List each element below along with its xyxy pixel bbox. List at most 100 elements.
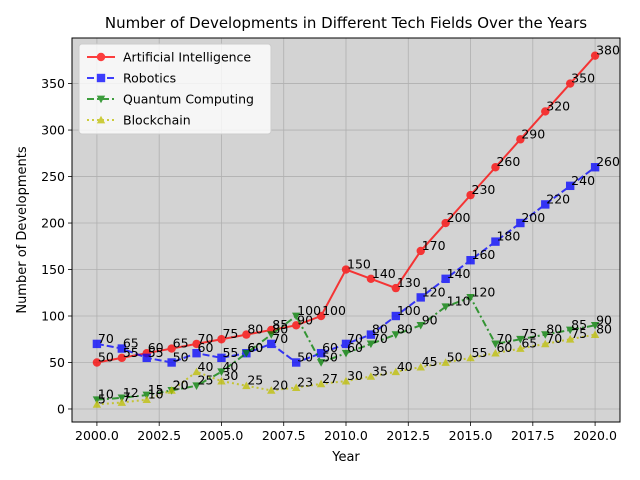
legend: Artificial Intelligence Robotics Quantum C… — [78, 43, 272, 135]
data-point — [117, 394, 127, 403]
data-label: 10 — [98, 387, 114, 402]
data-point — [466, 294, 475, 302]
data-label: 120 — [422, 284, 446, 299]
data-point — [117, 398, 127, 406]
data-point — [217, 376, 226, 385]
data-label: 100 — [397, 303, 421, 318]
data-point — [316, 379, 326, 388]
data-point — [192, 367, 201, 376]
data-point — [416, 362, 425, 371]
data-label: 50 — [173, 349, 189, 364]
data-point — [242, 330, 251, 339]
legend-item — [87, 95, 115, 104]
x-tick-label: 2015.0 — [449, 428, 493, 443]
x-axis-title: Year — [331, 450, 360, 465]
data-label: 40 — [222, 359, 238, 374]
y-tick-label: 300 — [41, 123, 65, 138]
data-point — [217, 335, 226, 344]
data-point — [192, 339, 201, 349]
legend-label: Robotics — [123, 71, 176, 86]
data-label: 70 — [198, 331, 214, 346]
data-label: 80 — [397, 322, 413, 337]
x-tick-label: 2010.0 — [324, 428, 368, 443]
data-point — [441, 358, 450, 366]
data-point — [590, 321, 600, 330]
y-tick-label: 50 — [49, 355, 65, 370]
data-point — [366, 340, 376, 349]
data-point — [366, 330, 376, 339]
data-point — [92, 396, 102, 404]
data-label: 80 — [596, 322, 612, 337]
data-point — [491, 237, 500, 246]
data-point — [217, 353, 226, 363]
data-label: 25 — [198, 373, 214, 388]
data-point — [466, 256, 475, 265]
series-robotics — [92, 163, 600, 367]
x-tick-label: 2007.5 — [262, 428, 306, 443]
data-label: 70 — [496, 331, 512, 346]
data-label: 55 — [222, 345, 238, 360]
legend-label: Artificial Intelligence — [123, 50, 251, 65]
data-label: 85 — [571, 317, 587, 332]
data-point — [441, 303, 450, 311]
data-point — [291, 321, 301, 330]
data-label: 90 — [297, 312, 313, 327]
data-point — [242, 381, 251, 390]
data-point — [366, 372, 376, 380]
data-point — [565, 79, 575, 88]
data-label: 130 — [397, 275, 421, 290]
data-label: 100 — [297, 303, 321, 318]
data-labels: 50 55 60 65 70 75 80 85 901001501401301702002302… — [98, 43, 620, 407]
data-label: 200 — [447, 210, 471, 225]
series-layer — [92, 51, 600, 408]
data-label: 23 — [297, 375, 313, 390]
data-point — [142, 353, 151, 363]
legend-label: Quantum Computing — [123, 92, 254, 107]
data-label: 60 — [247, 340, 263, 355]
data-label: 60 — [148, 340, 164, 355]
data-point — [167, 358, 176, 367]
data-label: 10 — [148, 387, 164, 402]
data-label: 20 — [173, 377, 189, 392]
data-point — [92, 358, 102, 367]
data-label: 55 — [148, 345, 164, 360]
data-point — [590, 163, 600, 172]
data-label: 20 — [173, 377, 189, 392]
data-label: 50 — [98, 349, 114, 364]
data-label: 60 — [322, 340, 338, 355]
y-tick-label: 250 — [41, 169, 65, 184]
data-label: 80 — [372, 322, 388, 337]
data-point — [541, 200, 550, 209]
data-point — [391, 283, 401, 293]
data-point — [590, 330, 600, 338]
data-label: 25 — [247, 373, 263, 388]
data-point — [491, 163, 500, 172]
data-label: 20 — [272, 377, 288, 392]
y-tick-label: 200 — [41, 216, 65, 231]
data-point — [92, 400, 102, 408]
series-artificial-intelligence — [92, 51, 600, 367]
data-label: 30 — [222, 368, 238, 383]
x-tick-label: 2012.5 — [386, 428, 430, 443]
data-point — [142, 395, 151, 404]
data-point — [167, 386, 176, 394]
data-label: 5 — [98, 391, 106, 406]
data-point — [565, 181, 575, 191]
data-point — [491, 348, 500, 357]
data-label: 80 — [272, 322, 288, 337]
x-tick-label: 2002.5 — [137, 428, 181, 443]
data-label: 35 — [372, 363, 388, 378]
data-point — [92, 339, 102, 349]
data-label: 380 — [596, 43, 620, 58]
x-tick-label: 2017.5 — [511, 428, 555, 443]
legend-item — [87, 73, 115, 83]
data-label: 70 — [546, 331, 562, 346]
data-point — [316, 359, 326, 367]
data-point — [341, 339, 351, 349]
data-label: 220 — [546, 191, 570, 206]
data-label: 230 — [472, 182, 496, 197]
data-label: 260 — [596, 154, 620, 169]
data-point — [565, 326, 575, 335]
data-point — [192, 382, 201, 390]
data-label: 60 — [198, 340, 214, 355]
